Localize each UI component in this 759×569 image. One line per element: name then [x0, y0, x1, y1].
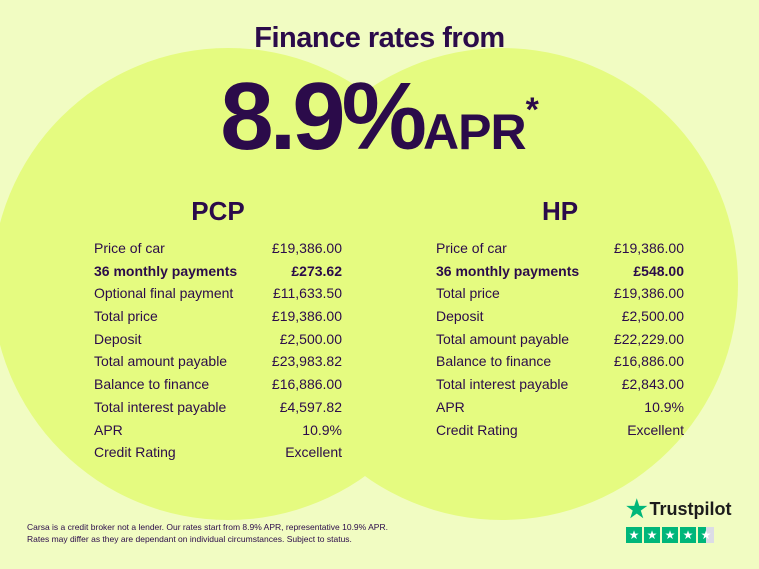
row-label: APR — [436, 398, 465, 415]
row-value: £19,386.00 — [613, 240, 684, 256]
row-value: £19,386.00 — [271, 240, 342, 256]
table-row: Credit Rating Excellent — [94, 441, 342, 464]
row-value: Excellent — [627, 421, 684, 438]
row-value: £22,229.00 — [613, 330, 684, 347]
row-value: £16,886.00 — [613, 353, 684, 370]
row-label: Total interest payable — [436, 376, 569, 393]
hp-title: HP — [541, 196, 579, 226]
table-row: Total amount payable £23,983.82 — [94, 350, 342, 373]
row-label: Total amount payable — [436, 330, 570, 347]
trustpilot-rating: ★ ★ ★ ★ ★ — [626, 527, 732, 543]
table-row: APR 10.9% — [436, 396, 684, 419]
rating-star-icon: ★ — [626, 527, 642, 543]
trustpilot-name: Trustpilot — [649, 499, 732, 519]
row-label: Total price — [436, 285, 500, 302]
row-label: Total price — [94, 308, 158, 325]
rate-display: 8.9%APR* — [0, 62, 759, 172]
row-value: £11,633.50 — [272, 285, 342, 302]
row-label: Deposit — [94, 330, 142, 347]
row-label: Price of car — [436, 240, 507, 256]
row-value: 10.9% — [302, 421, 342, 438]
table-row: Price of car £19,386.00 — [436, 237, 684, 260]
table-row: Deposit £2,500.00 — [94, 328, 342, 351]
hp-table: HP Price of car £19,386.00 36 monthly paym… — [436, 196, 684, 441]
row-value: £23,983.82 — [271, 353, 342, 370]
disclaimer-line-2: Rates may differ as they are dependant o… — [27, 534, 352, 544]
headline: Finance rates from — [254, 22, 505, 54]
asterisk: * — [525, 91, 539, 129]
table-row: APR 10.9% — [94, 419, 342, 442]
trustpilot-badge[interactable]: ★ Trustpilot ★ ★ ★ ★ ★ — [626, 495, 732, 543]
row-label: Optional final payment — [94, 285, 234, 302]
table-row: Balance to finance £16,886.00 — [94, 373, 342, 396]
row-value: £2,843.00 — [621, 376, 684, 393]
table-row: Total interest payable £4,597.82 — [94, 396, 342, 419]
rate-value: 8.9% — [220, 63, 427, 170]
table-row: Total amount payable £22,229.00 — [436, 328, 684, 351]
disclaimer-line-1: Carsa is a credit broker not a lender. O… — [27, 522, 388, 532]
row-label: Balance to finance — [94, 376, 210, 393]
row-value: £4,597.82 — [279, 398, 342, 415]
table-row: Deposit £2,500.00 — [436, 305, 684, 328]
pcp-table: PCP Price of car £19,386.00 36 monthly pay… — [94, 196, 342, 464]
disclaimer: Carsa is a credit broker not a lender. O… — [27, 521, 388, 545]
table-row: Credit Rating Excellent — [436, 419, 684, 442]
row-value: £19,386.00 — [613, 285, 684, 302]
row-label: Credit Rating — [436, 421, 518, 438]
row-label: Total interest payable — [94, 398, 227, 415]
trustpilot-star-icon: ★ — [626, 496, 648, 523]
row-label: 36 monthly payments — [94, 262, 238, 279]
row-label: Balance to finance — [436, 353, 552, 370]
row-label: Deposit — [436, 308, 484, 325]
row-label: APR — [94, 421, 123, 438]
row-value: Excellent — [285, 444, 342, 461]
table-row: 36 monthly payments £548.00 — [436, 260, 684, 283]
table-row: 36 monthly payments £273.62 — [94, 260, 342, 283]
table-row: Total price £19,386.00 — [436, 282, 684, 305]
row-value: £2,500.00 — [621, 308, 684, 325]
table-row: Price of car £19,386.00 — [94, 237, 342, 260]
row-label: Total amount payable — [94, 353, 228, 370]
row-value: £2,500.00 — [279, 330, 342, 347]
row-value: £548.00 — [633, 262, 684, 279]
background-circle-right — [266, 48, 738, 520]
row-label: 36 monthly payments — [436, 262, 580, 279]
rating-star-icon: ★ — [662, 527, 678, 543]
rating-star-icon: ★ — [644, 527, 660, 543]
row-value: £273.62 — [291, 262, 342, 279]
pcp-title: PCP — [191, 196, 245, 226]
row-label: Credit Rating — [94, 444, 176, 461]
table-row: Total interest payable £2,843.00 — [436, 373, 684, 396]
table-row: Total price £19,386.00 — [94, 305, 342, 328]
table-row: Balance to finance £16,886.00 — [436, 350, 684, 373]
table-row: Optional final payment £11,633.50 — [94, 282, 342, 305]
row-value: £16,886.00 — [271, 376, 342, 393]
apr-label: APR — [423, 104, 527, 160]
row-value: £19,386.00 — [271, 308, 342, 325]
row-label: Price of car — [94, 240, 165, 256]
rating-half-star-icon: ★ — [698, 527, 714, 543]
row-value: 10.9% — [644, 398, 684, 415]
rating-star-icon: ★ — [680, 527, 696, 543]
